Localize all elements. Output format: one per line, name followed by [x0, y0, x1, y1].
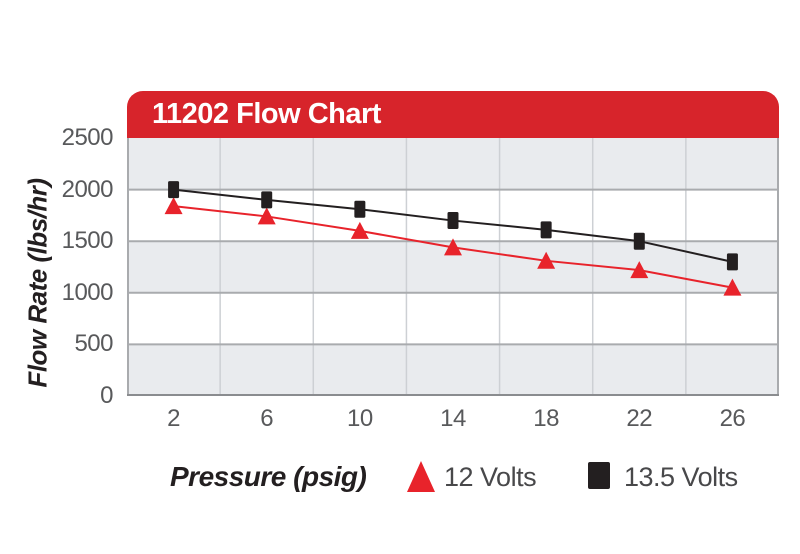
y-tick-label: 500	[74, 330, 113, 358]
y-tick-label: 2500	[61, 124, 114, 151]
x-tick-label: 6	[260, 405, 274, 432]
y-tick-label: 0	[100, 382, 113, 409]
y-tick-label: 1500	[61, 227, 114, 255]
x-axis-title: Pressure (psig)	[170, 461, 367, 492]
x-tick-label: 2	[167, 405, 180, 432]
x-tick-label: 14	[440, 405, 466, 432]
chart-plot-svg	[127, 138, 779, 396]
square-marker-icon	[588, 462, 610, 489]
legend-label-13-5-volts: 13.5 Volts	[624, 462, 738, 492]
legend-label-12-volts: 12 Volts	[444, 462, 537, 492]
triangle-marker-icon	[407, 461, 435, 492]
x-tick-label: 18	[533, 405, 559, 432]
x-tick-label: 22	[626, 405, 653, 432]
chart-title: 11202 Flow Chart	[152, 98, 381, 130]
y-tick-label: 2000	[61, 175, 114, 203]
plot-area	[127, 138, 779, 396]
x-tick-label: 10	[346, 405, 373, 432]
chart-title-bar: 11202 Flow Chart	[127, 91, 779, 138]
x-tick-label: 26	[719, 405, 746, 432]
y-tick-label: 1000	[61, 278, 114, 306]
